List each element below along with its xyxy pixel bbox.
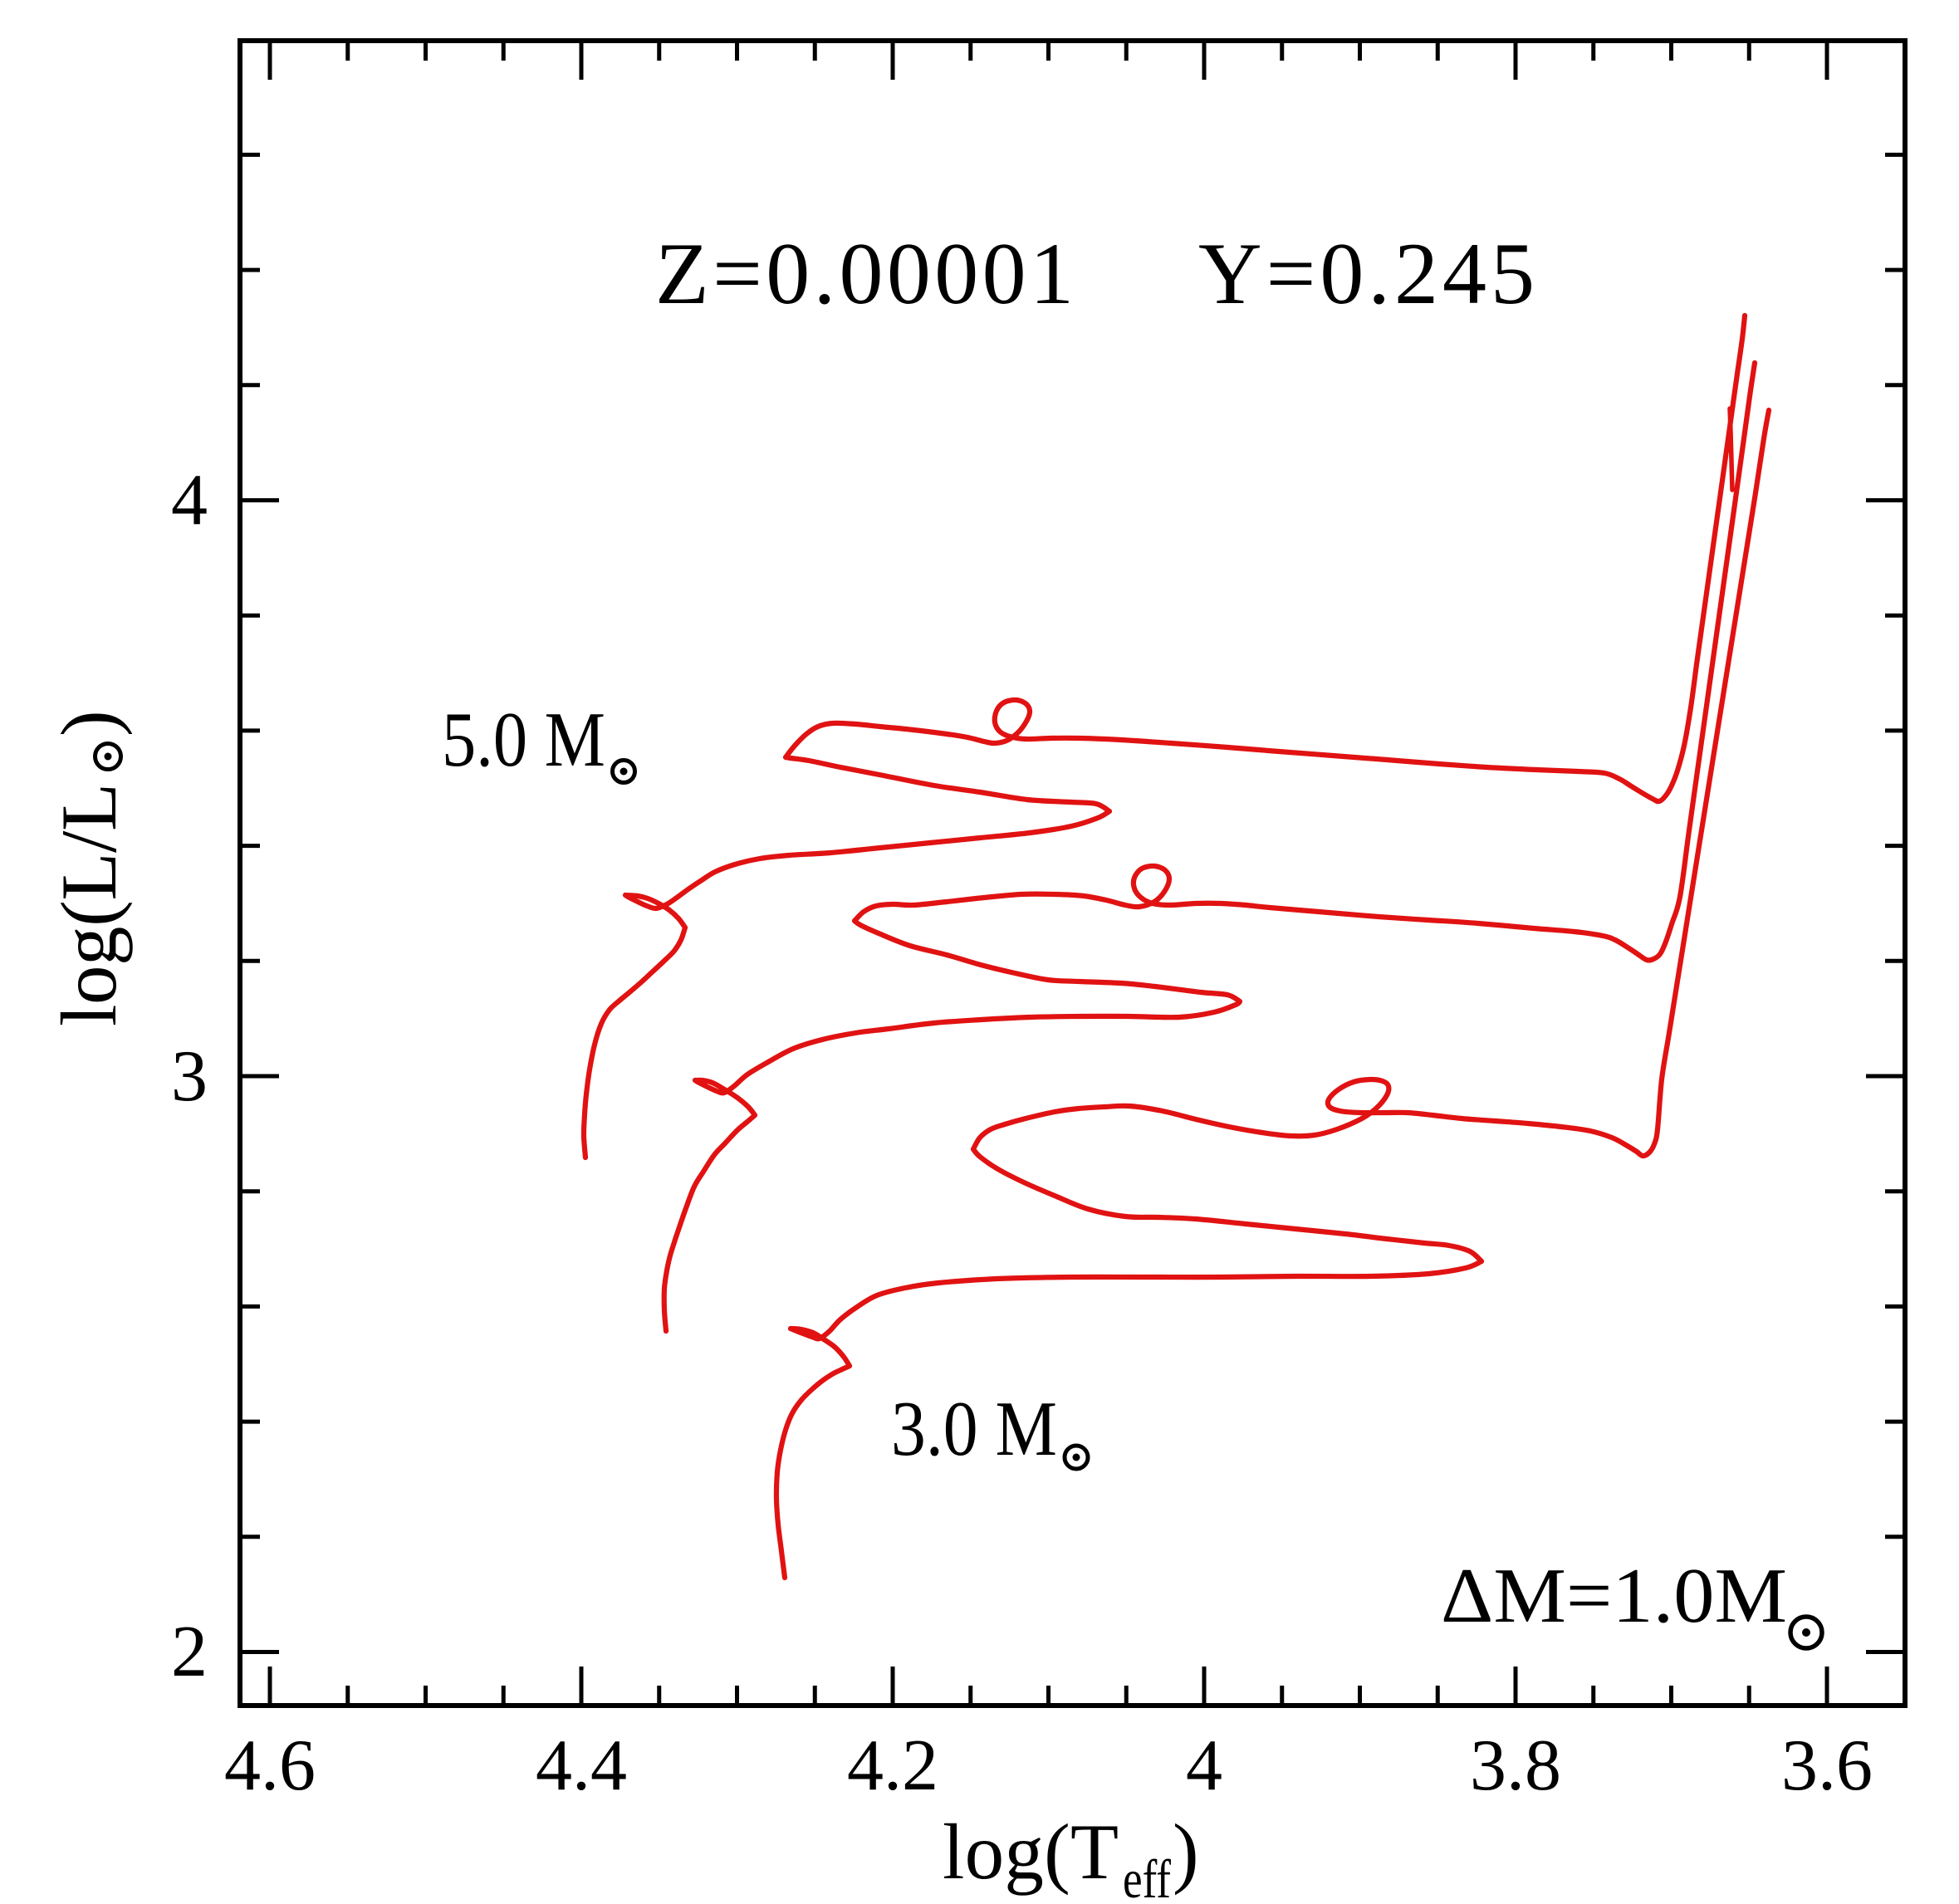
svg-text:): ) [1173, 1808, 1199, 1896]
svg-text:Z=0.00001: Z=0.00001 [655, 225, 1074, 322]
svg-text:3.8: 3.8 [1470, 1725, 1561, 1806]
svg-text:log(T: log(T [943, 1808, 1119, 1896]
svg-text:3.6: 3.6 [1781, 1725, 1873, 1806]
svg-text:2: 2 [171, 1612, 208, 1692]
svg-text:4: 4 [1186, 1725, 1222, 1806]
svg-text:5.0 M: 5.0 M [442, 697, 605, 783]
svg-text:4.4: 4.4 [536, 1725, 627, 1806]
svg-text:3.0 M: 3.0 M [891, 1386, 1057, 1472]
svg-text:ΔM=1.0M: ΔM=1.0M [1441, 1553, 1787, 1639]
svg-text:3: 3 [171, 1036, 208, 1117]
svg-text:4.2: 4.2 [847, 1725, 938, 1806]
svg-text:log(L/L: log(L/L [45, 783, 133, 1026]
svg-text:4: 4 [171, 460, 208, 541]
svg-text:eff: eff [1123, 1849, 1171, 1904]
svg-text:): ) [45, 710, 133, 737]
svg-text:4.6: 4.6 [224, 1725, 316, 1806]
